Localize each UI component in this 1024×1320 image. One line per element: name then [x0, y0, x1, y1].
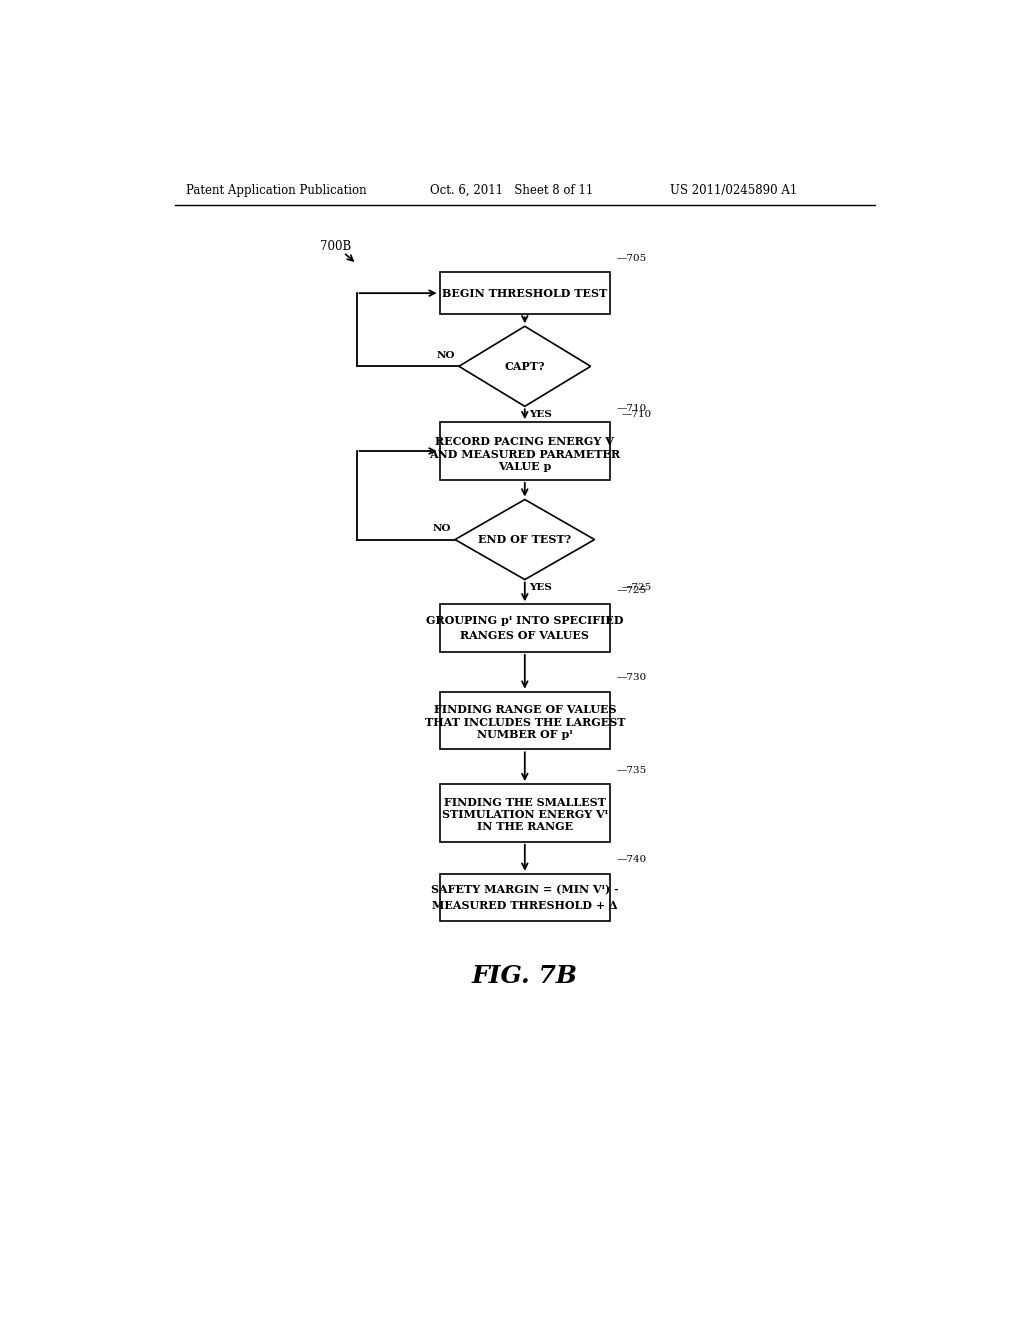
Text: BEGIN THRESHOLD TEST: BEGIN THRESHOLD TEST — [442, 288, 607, 298]
Text: AND MEASURED PARAMETER: AND MEASURED PARAMETER — [429, 449, 621, 459]
Text: STIMULATION ENERGY ​Vᴵ: STIMULATION ENERGY ​Vᴵ — [441, 809, 608, 820]
Text: YES: YES — [528, 411, 552, 420]
Text: —710: —710 — [616, 404, 646, 413]
Text: 700B: 700B — [321, 240, 351, 253]
Text: GROUPING ​pᴵ INTO SPECIFIED: GROUPING ​pᴵ INTO SPECIFIED — [426, 615, 624, 626]
Bar — [439, 605, 610, 652]
Text: IN THE RANGE: IN THE RANGE — [477, 821, 572, 833]
Polygon shape — [455, 499, 595, 579]
Text: END OF TEST?: END OF TEST? — [478, 535, 571, 545]
Text: THAT INCLUDES THE LARGEST: THAT INCLUDES THE LARGEST — [425, 717, 625, 727]
Text: —740: —740 — [616, 855, 646, 865]
Text: —705: —705 — [616, 253, 646, 263]
Text: Oct. 6, 2011   Sheet 8 of 11: Oct. 6, 2011 Sheet 8 of 11 — [430, 185, 594, 197]
Bar — [439, 784, 610, 842]
Text: MEASURED THRESHOLD + Δ: MEASURED THRESHOLD + Δ — [432, 900, 617, 911]
Bar — [439, 422, 610, 480]
Text: FINDING THE SMALLEST: FINDING THE SMALLEST — [443, 797, 606, 808]
Text: CAPT?: CAPT? — [505, 360, 545, 372]
Text: SAFETY MARGIN = (MIN Vᴵ) -: SAFETY MARGIN = (MIN Vᴵ) - — [431, 884, 618, 895]
Text: FINDING RANGE OF VALUES: FINDING RANGE OF VALUES — [433, 705, 616, 715]
Text: NO: NO — [433, 524, 452, 533]
Text: FIG. 7B: FIG. 7B — [472, 964, 578, 989]
Bar — [439, 874, 610, 921]
Text: Patent Application Publication: Patent Application Publication — [186, 185, 367, 197]
Text: —730: —730 — [616, 673, 646, 682]
Text: —725: —725 — [622, 583, 652, 593]
Text: —710: —710 — [622, 411, 652, 420]
Text: —725: —725 — [616, 586, 646, 595]
Text: RECORD PACING ENERGY ​V: RECORD PACING ENERGY ​V — [435, 436, 614, 447]
Text: RANGES OF VALUES: RANGES OF VALUES — [461, 631, 589, 642]
Polygon shape — [459, 326, 591, 407]
Text: VALUE ​p: VALUE ​p — [498, 461, 552, 473]
Bar — [439, 272, 610, 314]
Text: —735: —735 — [616, 766, 646, 775]
Text: US 2011/0245890 A1: US 2011/0245890 A1 — [671, 185, 798, 197]
Text: NO: NO — [436, 351, 455, 360]
Bar — [439, 692, 610, 750]
Text: NUMBER OF ​pᴵ: NUMBER OF ​pᴵ — [477, 729, 572, 741]
Text: YES: YES — [528, 583, 552, 593]
